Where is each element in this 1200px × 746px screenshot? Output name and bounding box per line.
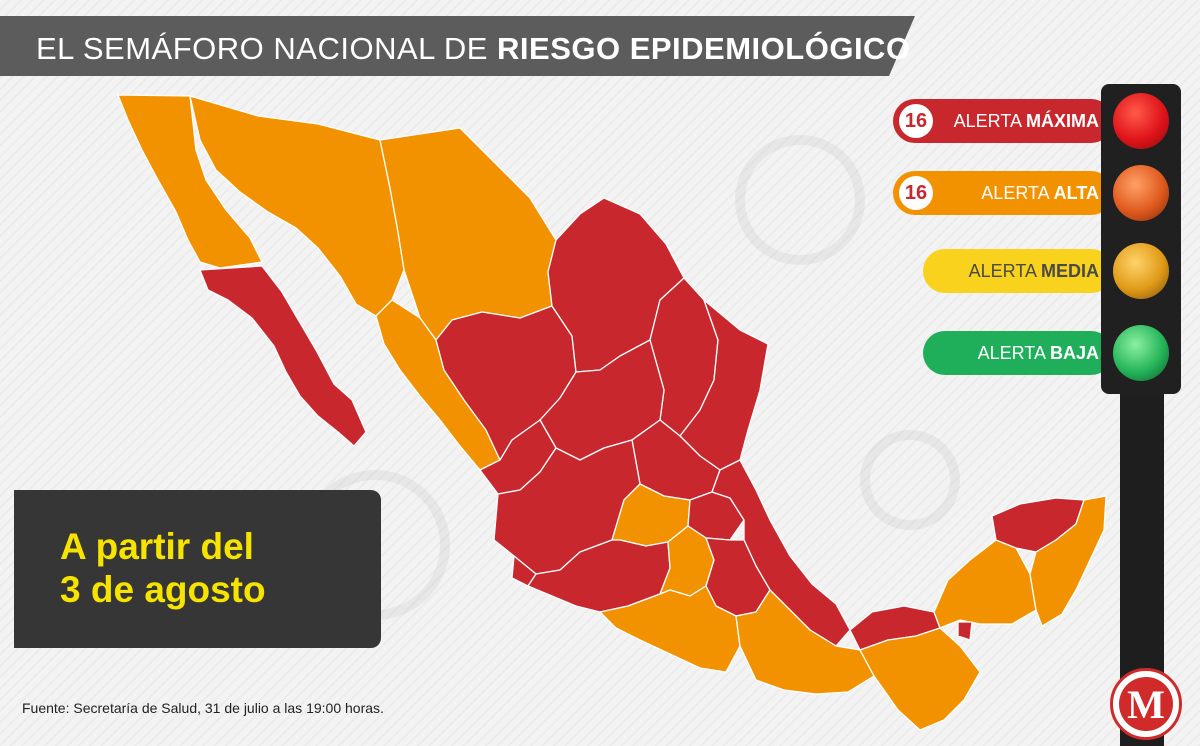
virus-decoration-icon [735, 135, 865, 265]
state-baja-california-sur [199, 265, 367, 447]
title-part-2: RIESGO EPIDEMIOLÓGICO [497, 31, 911, 66]
orange-light-icon [1113, 165, 1169, 221]
green-light-icon [1113, 325, 1169, 381]
milenio-logo: M [1110, 668, 1182, 740]
date-line-2: 3 de agosto [60, 569, 266, 610]
title-part-1: EL SEMÁFORO NACIONAL DE [36, 31, 498, 66]
legend-alert-low: ALERTA BAJA [923, 331, 1113, 375]
legend-label-maximum: ALERTA MÁXIMA [953, 110, 1099, 131]
date-banner-text: A partir del 3 de agosto [60, 525, 360, 611]
page-title: EL SEMÁFORO NACIONAL DE RIESGO EPIDEMIOL… [36, 31, 911, 67]
legend-alert-medium: ALERTA MEDIA [923, 249, 1113, 293]
state-island [957, 621, 973, 641]
date-line-1: A partir del [60, 526, 254, 567]
state-campeche [933, 539, 1037, 629]
state-quintana-roo [1029, 495, 1107, 627]
legend-count-maximum: 16 [899, 104, 933, 138]
state-baja-california [117, 94, 263, 269]
legend-alert-high: 16 ALERTA ALTA [893, 171, 1113, 215]
source-note: Fuente: Secretaría de Salud, 31 de julio… [22, 700, 384, 716]
legend-label-high: ALERTA ALTA [981, 182, 1099, 203]
logo-letter: M [1119, 677, 1173, 731]
yellow-light-icon [1113, 243, 1169, 299]
legend-label-medium: ALERTA MEDIA [968, 260, 1099, 281]
state-chihuahua [379, 127, 557, 341]
virus-decoration-icon [860, 430, 960, 530]
legend-label-low: ALERTA BAJA [977, 342, 1099, 363]
red-light-icon [1113, 93, 1169, 149]
state-sonora [189, 95, 405, 317]
title-banner [0, 16, 915, 76]
state-chiapas [859, 627, 981, 731]
legend-alert-maximum: 16 ALERTA MÁXIMA [893, 99, 1113, 143]
date-banner [14, 490, 381, 648]
legend-count-high: 16 [899, 176, 933, 210]
